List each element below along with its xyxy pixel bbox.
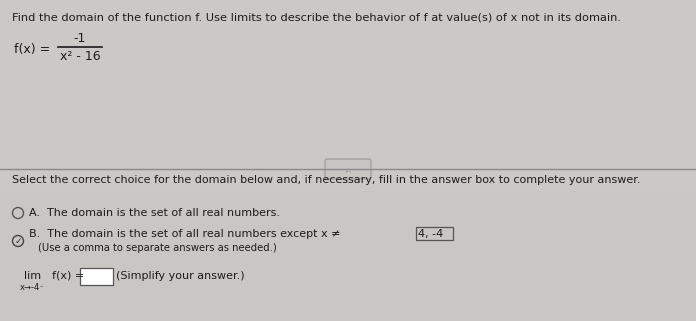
Text: f(x) =: f(x) = <box>52 271 84 281</box>
FancyBboxPatch shape <box>0 191 696 321</box>
Text: (Use a comma to separate answers as needed.): (Use a comma to separate answers as need… <box>38 243 277 253</box>
Text: f(x) =: f(x) = <box>14 42 50 56</box>
Text: (Simplify your answer.): (Simplify your answer.) <box>116 271 244 281</box>
Text: ✓: ✓ <box>14 237 22 246</box>
Text: B.  The domain is the set of all real numbers except x ≠: B. The domain is the set of all real num… <box>29 229 344 239</box>
Text: Find the domain of the function f. Use limits to describe the behavior of f at v: Find the domain of the function f. Use l… <box>12 13 621 23</box>
FancyBboxPatch shape <box>325 159 371 179</box>
FancyBboxPatch shape <box>79 267 113 284</box>
Text: x→-4⁻: x→-4⁻ <box>20 282 45 291</box>
FancyBboxPatch shape <box>0 0 696 191</box>
Text: A.  The domain is the set of all real numbers.: A. The domain is the set of all real num… <box>29 208 280 218</box>
Text: 4, -4: 4, -4 <box>418 229 443 239</box>
Text: lim: lim <box>24 271 41 281</box>
Text: x² - 16: x² - 16 <box>60 50 100 64</box>
Text: -1: -1 <box>74 31 86 45</box>
Text: Select the correct choice for the domain below and, if necessary, fill in the an: Select the correct choice for the domain… <box>12 175 640 185</box>
Text: ...: ... <box>345 164 351 173</box>
